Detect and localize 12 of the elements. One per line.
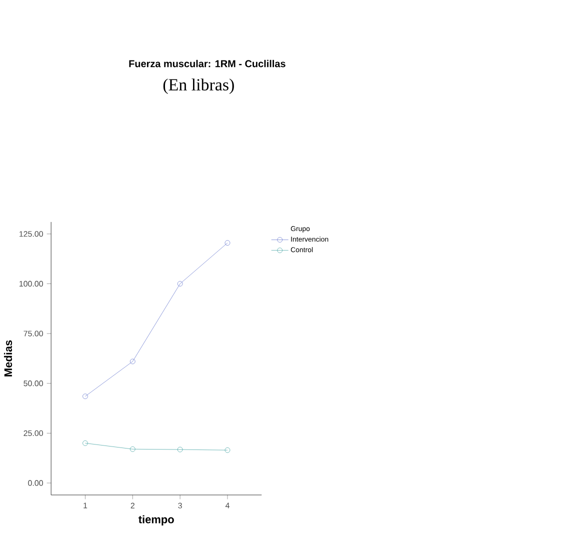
point [130, 446, 136, 452]
point [82, 394, 88, 400]
x-axis-title: tiempo [138, 515, 174, 526]
point [82, 440, 88, 446]
point [130, 358, 136, 364]
point [224, 447, 230, 453]
y-axis-title: Medias [4, 340, 12, 376]
chart-subtitle: (En libras) [163, 78, 234, 94]
point [177, 446, 183, 452]
point [177, 281, 183, 286]
point [224, 240, 230, 246]
chart-title: Fuerza muscular: 1RM - Cuclillas [129, 60, 286, 68]
